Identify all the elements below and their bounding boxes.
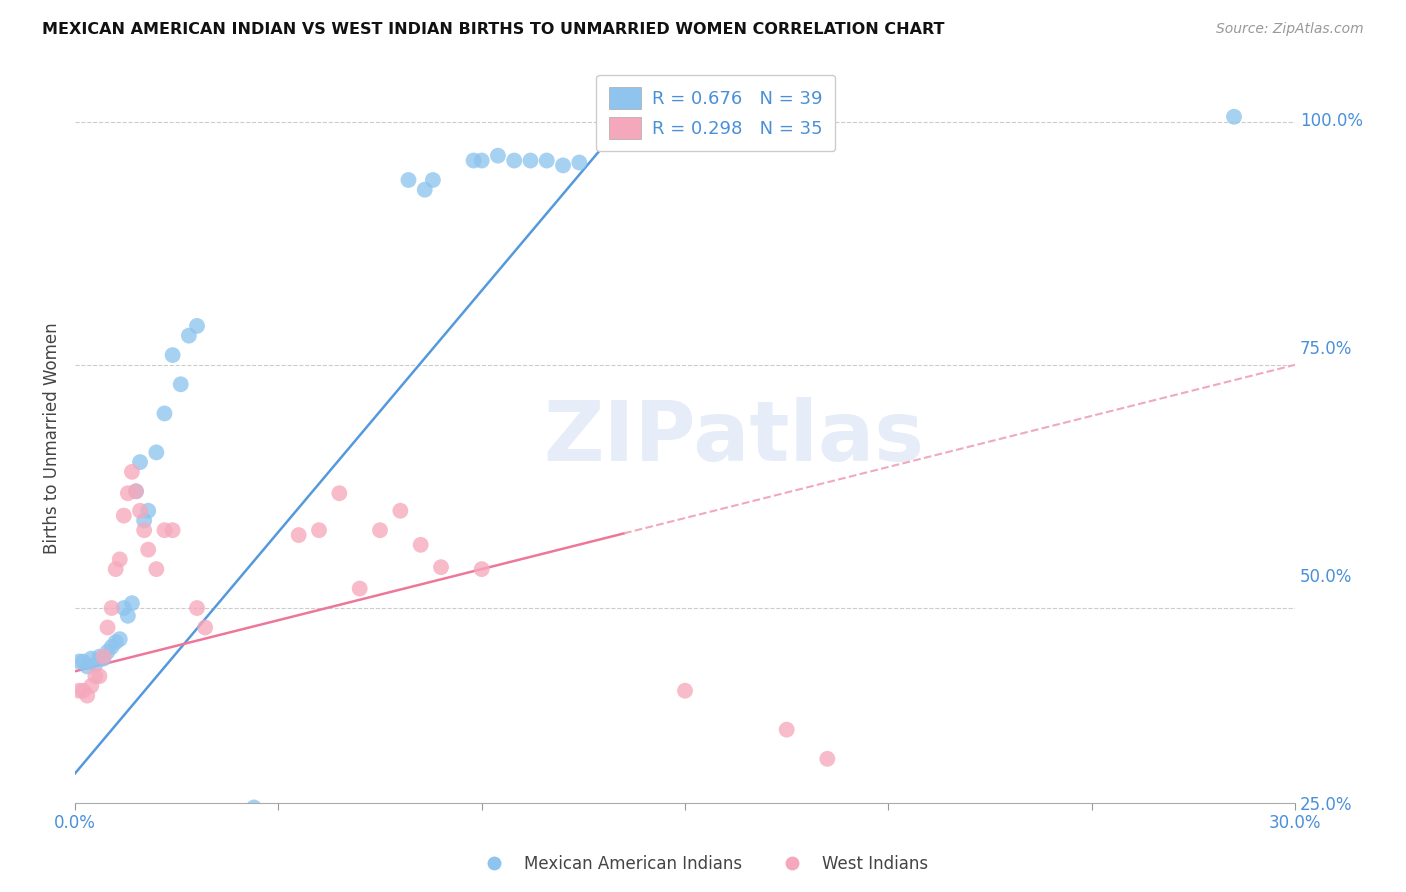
Point: [108, 632, 131, 647]
Point: [129, 455, 152, 469]
Point: [112, 508, 135, 523]
Point: [243, 800, 266, 814]
Point: [96, 645, 118, 659]
Point: [76, 689, 98, 703]
Point: [72, 655, 94, 669]
Point: [162, 523, 184, 537]
Point: [170, 377, 193, 392]
Point: [100, 640, 122, 654]
Legend: Mexican American Indians, West Indians: Mexican American Indians, West Indians: [471, 848, 935, 880]
Point: [186, 318, 208, 333]
Text: Source: ZipAtlas.com: Source: ZipAtlas.com: [1216, 22, 1364, 37]
Point: [89, 669, 111, 683]
Point: [568, 155, 591, 169]
Point: [121, 596, 143, 610]
Point: [72, 683, 94, 698]
Point: [134, 513, 156, 527]
Legend: R = 0.676   N = 39, R = 0.298   N = 35: R = 0.676 N = 39, R = 0.298 N = 35: [596, 75, 835, 152]
Point: [471, 153, 494, 168]
Point: [67, 655, 90, 669]
Point: [134, 523, 156, 537]
Point: [96, 620, 118, 634]
Point: [93, 651, 115, 665]
Point: [89, 649, 111, 664]
Point: [235, 810, 257, 824]
Point: [186, 601, 208, 615]
Point: [80, 651, 103, 665]
Point: [486, 149, 509, 163]
Point: [463, 153, 485, 168]
Point: [129, 504, 152, 518]
Point: [519, 153, 541, 168]
Point: [104, 635, 127, 649]
Point: [136, 504, 159, 518]
Point: [551, 158, 574, 172]
Point: [815, 752, 838, 766]
Point: [117, 608, 139, 623]
Point: [308, 523, 330, 537]
Point: [153, 407, 176, 421]
Point: [177, 328, 200, 343]
Point: [76, 659, 98, 673]
Point: [673, 683, 696, 698]
Point: [125, 484, 148, 499]
Text: ZIPatlas: ZIPatlas: [543, 397, 924, 478]
Point: [145, 562, 167, 576]
Point: [100, 601, 122, 615]
Point: [536, 153, 558, 168]
Point: [136, 542, 159, 557]
Point: [153, 523, 176, 537]
Point: [409, 538, 432, 552]
Point: [108, 552, 131, 566]
Point: [117, 486, 139, 500]
Point: [287, 528, 309, 542]
Point: [194, 620, 217, 634]
Point: [471, 562, 494, 576]
Point: [84, 657, 107, 672]
Point: [121, 465, 143, 479]
Point: [125, 484, 148, 499]
Point: [112, 601, 135, 615]
Point: [503, 153, 526, 168]
Point: [67, 683, 90, 698]
Point: [162, 348, 184, 362]
Point: [430, 560, 453, 574]
Text: MEXICAN AMERICAN INDIAN VS WEST INDIAN BIRTHS TO UNMARRIED WOMEN CORRELATION CHA: MEXICAN AMERICAN INDIAN VS WEST INDIAN B…: [42, 22, 945, 37]
Y-axis label: Births to Unmarried Women: Births to Unmarried Women: [44, 322, 60, 554]
Point: [398, 173, 420, 187]
Point: [349, 582, 371, 596]
Point: [80, 679, 103, 693]
Point: [104, 562, 127, 576]
Point: [84, 669, 107, 683]
Point: [93, 649, 115, 664]
Point: [422, 173, 444, 187]
Point: [328, 486, 350, 500]
Point: [145, 445, 167, 459]
Point: [413, 183, 436, 197]
Point: [389, 504, 412, 518]
Point: [1223, 110, 1246, 124]
Point: [776, 723, 799, 737]
Point: [368, 523, 391, 537]
